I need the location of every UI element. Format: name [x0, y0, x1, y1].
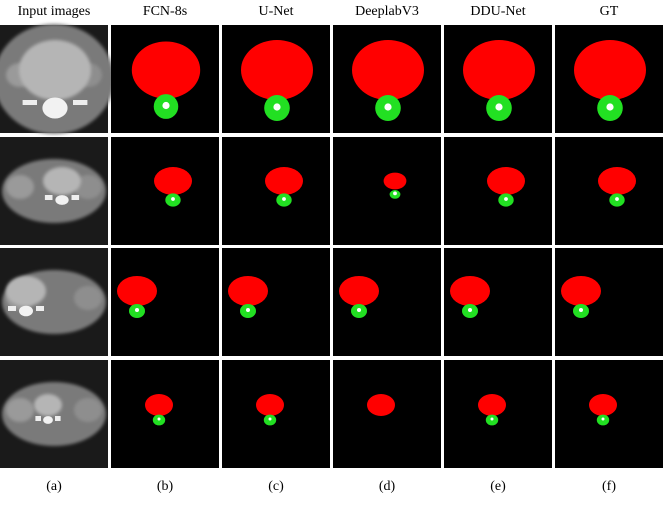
spine-core — [490, 417, 494, 421]
bone — [44, 195, 53, 200]
organ — [74, 286, 102, 310]
organ — [74, 398, 102, 422]
segmentation-panel — [111, 25, 219, 133]
tumor-mask — [589, 394, 617, 416]
tumor-mask — [145, 394, 173, 416]
tumor-mask — [598, 167, 636, 195]
spine-core — [384, 103, 392, 111]
vertebra — [34, 394, 62, 416]
segmentation-panel — [333, 25, 441, 133]
segmentation-panel — [555, 25, 663, 133]
column-label: (f) — [602, 479, 616, 494]
ct-image — [0, 360, 108, 468]
segmentation-panel — [111, 137, 219, 245]
spine-core — [273, 103, 281, 111]
tumor-mask — [450, 276, 490, 306]
tumor-mask — [487, 167, 525, 195]
column-label: (c) — [268, 479, 284, 494]
tumor-mask — [256, 394, 284, 416]
segmentation-panel — [333, 248, 441, 356]
spine-core — [157, 417, 161, 421]
bone — [22, 100, 37, 105]
spine-core — [606, 103, 614, 111]
ct-image — [0, 137, 108, 245]
bone — [55, 416, 61, 421]
segmentation-panel — [555, 137, 663, 245]
spine-core — [135, 308, 139, 312]
spine-core — [162, 101, 170, 110]
spine-core — [601, 417, 605, 421]
bone — [71, 195, 80, 200]
tumor-mask — [561, 276, 601, 306]
segmentation-panel — [444, 248, 552, 356]
spine-core — [468, 308, 472, 312]
column-header: FCN-8s — [143, 4, 187, 19]
segmentation-panel — [555, 360, 663, 468]
spine — [19, 305, 33, 317]
tumor-mask — [154, 167, 192, 195]
tumor-mask — [117, 276, 157, 306]
column-label: (d) — [379, 479, 396, 494]
segmentation-panel — [222, 25, 330, 133]
column-header: U-Net — [259, 4, 294, 19]
bone — [35, 416, 41, 421]
column-header: Input images — [18, 4, 91, 19]
segmentation-panel — [222, 137, 330, 245]
tumor-mask — [339, 276, 379, 306]
tumor-mask — [265, 167, 303, 195]
spine-core — [504, 197, 508, 201]
column-header: DDU-Net — [470, 4, 525, 19]
organ — [6, 398, 34, 422]
tumor-mask — [352, 40, 424, 100]
tumor-mask — [383, 172, 407, 190]
spine-core — [246, 308, 250, 312]
spine-core — [615, 197, 619, 201]
tumor-mask — [241, 40, 313, 100]
segmentation-panel — [333, 137, 441, 245]
panel-bg — [333, 137, 441, 245]
vertebra — [19, 40, 91, 100]
spine — [42, 97, 68, 119]
segmentation-panel — [555, 248, 663, 356]
spine — [43, 416, 53, 424]
spine-core — [282, 197, 286, 201]
ct-image — [0, 24, 114, 134]
segmentation-panel — [111, 248, 219, 356]
tumor-mask — [131, 41, 201, 99]
column-label: (e) — [490, 479, 506, 494]
spine-core — [171, 197, 175, 201]
spine-core — [579, 308, 583, 312]
bone — [73, 100, 88, 105]
spine-core — [357, 308, 361, 312]
segmentation-panel — [444, 360, 552, 468]
spine-core — [495, 103, 503, 111]
tumor-mask — [478, 394, 506, 416]
vertebra — [6, 276, 46, 306]
tumor-mask — [463, 40, 535, 100]
tumor-mask — [367, 394, 395, 416]
column-header: GT — [600, 4, 619, 19]
vertebra — [43, 167, 81, 195]
spine — [55, 195, 69, 205]
bone — [8, 306, 16, 311]
organ — [6, 175, 34, 199]
tumor-mask — [574, 40, 646, 100]
column-header: DeeplabV3 — [355, 4, 419, 19]
segmentation-panel — [333, 360, 441, 468]
segmentation-panel — [222, 248, 330, 356]
segmentation-panel — [444, 25, 552, 133]
spine-core — [393, 191, 397, 196]
segmentation-panel — [444, 137, 552, 245]
column-label: (a) — [46, 479, 62, 494]
tumor-mask — [228, 276, 268, 306]
segmentation-panel — [111, 360, 219, 468]
bone — [36, 306, 44, 311]
segmentation-panel — [222, 360, 330, 468]
ct-image — [0, 248, 108, 356]
column-label: (b) — [157, 479, 174, 494]
spine-core — [268, 417, 272, 421]
